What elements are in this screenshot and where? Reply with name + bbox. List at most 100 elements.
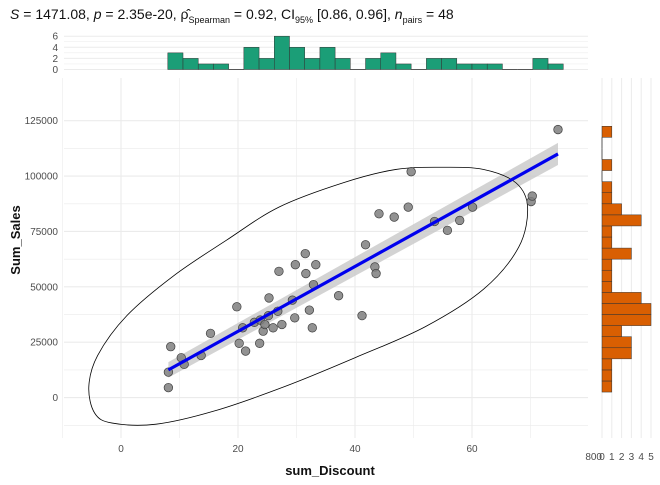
x-hist-bar	[441, 58, 458, 70]
s-label: S	[10, 6, 20, 22]
x-tick-label: 60	[466, 444, 478, 455]
y-axis-title: Sum_Sales	[8, 205, 23, 274]
data-point	[163, 382, 174, 393]
y-hist-bar	[601, 358, 613, 371]
x-hist-bar	[182, 58, 199, 70]
x-hist-bar	[167, 52, 184, 70]
data-point	[290, 260, 300, 270]
side-hist-tick-label: 2	[619, 452, 625, 463]
data-point	[371, 268, 381, 279]
data-point	[403, 202, 413, 212]
x-hist-bar	[213, 63, 229, 70]
x-hist-bar	[365, 58, 381, 70]
y-tick-label: 125000	[25, 116, 59, 127]
y-hist-bar	[601, 281, 613, 293]
main-axes: sum_Discount Sum_Sales 0 20 40 60 0 25000 5000…	[8, 116, 478, 478]
x-hist-bar	[334, 58, 351, 70]
ci-value: [0.86, 0.96]	[316, 6, 387, 22]
fit-line	[167, 152, 559, 372]
side-hist-tick-label: 1	[609, 452, 615, 463]
y-hist-bar	[601, 292, 642, 304]
y-hist-bar	[601, 126, 613, 138]
x-axis-title: sum_Discount	[285, 463, 375, 478]
x-hist-bar	[319, 47, 336, 70]
data-point	[254, 338, 265, 348]
side-hist-tick-label: 3	[629, 452, 635, 463]
data-point	[300, 248, 310, 259]
y-hist-bar	[601, 380, 613, 393]
side-hist-tick-label: 800	[585, 452, 602, 463]
main-grid	[62, 78, 588, 438]
side-hist-tick-label: 0	[599, 452, 605, 463]
y-hist-bar	[601, 214, 642, 227]
data-point	[260, 319, 270, 330]
data-point	[455, 215, 465, 226]
data-point	[205, 328, 216, 339]
ci-label: CI	[281, 6, 296, 22]
y-tick-label: 25000	[30, 338, 58, 349]
y-hist-bar	[601, 203, 622, 216]
x-hist-bar	[289, 47, 305, 70]
y-hist-bar	[601, 325, 622, 337]
s-value: 1471.08	[35, 6, 86, 22]
data-point	[301, 268, 311, 279]
data-point	[307, 323, 317, 333]
x-hist-bar	[274, 35, 290, 70]
confidence-ellipse	[88, 166, 529, 426]
x-hist-bar	[243, 47, 260, 70]
data-point	[264, 293, 274, 303]
y-tick-label: 75000	[30, 227, 58, 238]
n-label: n	[394, 6, 403, 22]
p-value: 2.35e-20	[117, 6, 173, 22]
data-point	[234, 338, 244, 348]
data-point	[166, 342, 176, 352]
data-point	[527, 191, 537, 201]
data-point	[277, 319, 287, 330]
y-hist-bar	[601, 369, 613, 382]
x-hist-bar	[380, 52, 397, 70]
data-point	[311, 260, 321, 270]
x-hist-bar	[304, 58, 321, 70]
y-hist-bar	[601, 225, 613, 238]
top-hist-tick-label: 2	[52, 54, 58, 65]
data-point	[268, 323, 278, 333]
y-tick-label: 0	[52, 393, 58, 404]
y-hist-bar	[601, 269, 613, 282]
stat-title: S = 1471.08, p = 2.35e-20, ρ̂Spearman = …	[10, 6, 454, 25]
y-hist-bar	[601, 303, 652, 315]
y-hist-bar	[601, 258, 613, 271]
x-hist-bar	[486, 63, 503, 70]
x-hist-bar	[258, 58, 275, 70]
x-tick-label: 40	[349, 444, 361, 455]
p-label: p	[93, 6, 102, 22]
x-hist-bar	[395, 63, 412, 70]
y-hist-bar	[601, 192, 613, 205]
x-hist-bar	[532, 58, 549, 70]
data-point	[240, 346, 251, 356]
data-point	[360, 240, 371, 250]
y-tick-label: 50000	[30, 282, 58, 293]
data-point	[374, 209, 384, 219]
data-point	[333, 291, 344, 301]
data-point	[389, 212, 399, 222]
data-point	[553, 124, 563, 135]
x-hist-bar	[426, 58, 442, 70]
x-hist-bar	[547, 63, 564, 70]
y-marginal-histogram: 0 1 2 3 4 5 800	[585, 78, 654, 463]
y-tick-label: 100000	[25, 172, 59, 183]
data-point	[406, 167, 416, 177]
data-point	[357, 310, 367, 321]
x-hist-bar	[197, 63, 214, 70]
data-point	[304, 305, 315, 315]
y-hist-bar	[601, 236, 613, 249]
top-hist-tick-label: 0	[52, 65, 58, 76]
data-point	[274, 266, 284, 276]
top-hist-tick-label: 6	[52, 32, 58, 43]
x-hist-bar	[456, 63, 473, 70]
y-hist-bar	[601, 347, 632, 360]
rho-label: ρ̂	[180, 6, 189, 22]
ci-sub: 95%	[295, 14, 314, 25]
data-point	[442, 225, 453, 236]
